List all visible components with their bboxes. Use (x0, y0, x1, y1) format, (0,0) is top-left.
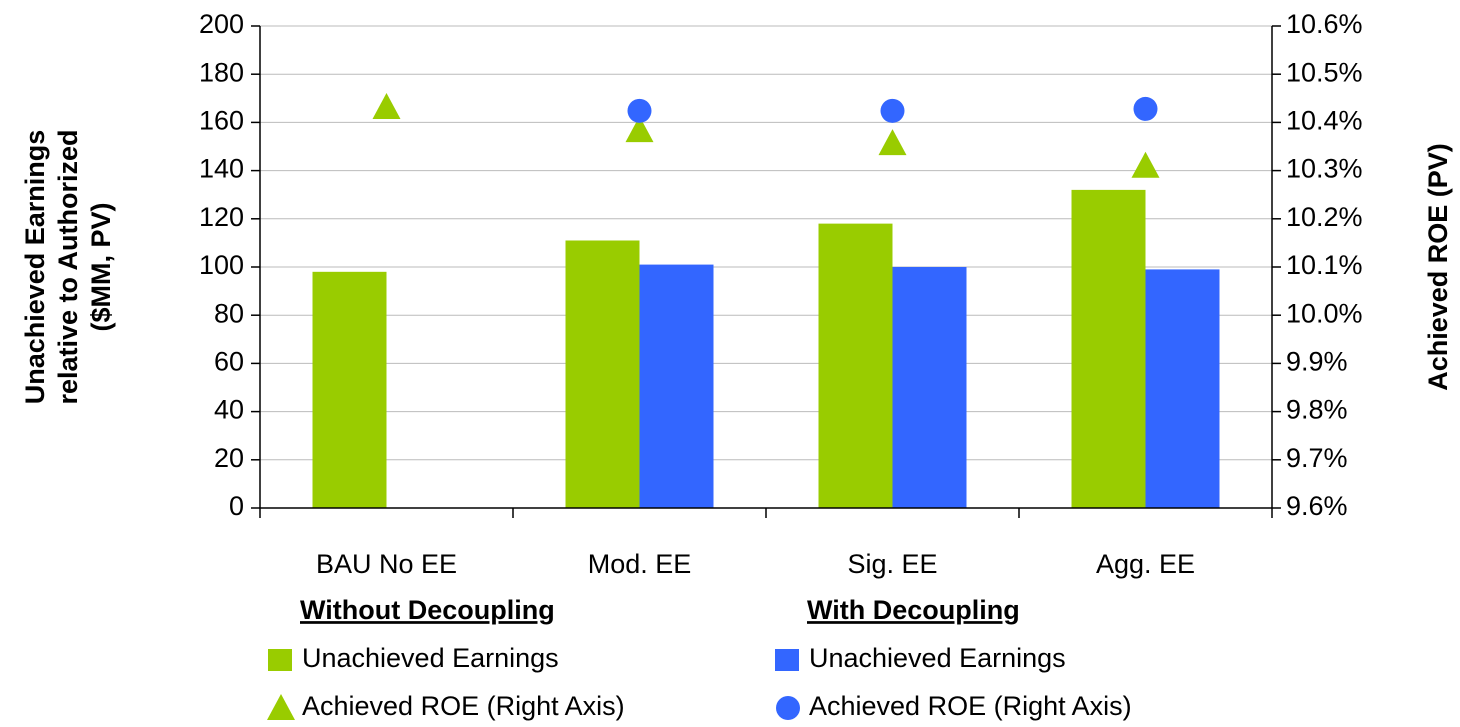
roe-marker (1133, 96, 1158, 121)
y-axis-label-line: Unachieved Earnings (20, 130, 50, 405)
roe-marker (372, 92, 401, 119)
x-tick-label: Mod. EE (588, 549, 692, 579)
y2-tick-label: 10.4% (1286, 106, 1363, 136)
legend-label: Achieved ROE (Right Axis) (302, 691, 625, 721)
y-tick-label: 120 (199, 202, 244, 232)
y-tick-label: 180 (199, 57, 244, 87)
bar (312, 271, 387, 508)
y2-tick-label: 9.6% (1286, 491, 1348, 521)
bar (892, 267, 967, 508)
legend-swatch (268, 649, 292, 671)
roe-marker (1131, 151, 1160, 178)
legend-label: Unachieved Earnings (809, 643, 1066, 673)
y-tick-label: 20 (214, 443, 244, 473)
y2-axis-label: Achieved ROE (PV) (1423, 143, 1453, 391)
legend-group-title: Without Decoupling (300, 595, 555, 625)
y-tick-label: 40 (214, 395, 244, 425)
roe-marker (880, 98, 905, 123)
y-tick-label: 200 (199, 9, 244, 39)
x-tick-label: BAU No EE (316, 549, 457, 579)
y2-tick-label: 9.9% (1286, 347, 1348, 377)
y-axis-label: Unachieved Earnings relative to Authorize… (20, 129, 116, 404)
legend-marker (776, 696, 800, 720)
legend-swatch (775, 649, 799, 671)
roe-marker (627, 98, 652, 123)
y2-tick-label: 10.0% (1286, 298, 1363, 328)
y-axis-label-line: ($MM, PV) (86, 202, 116, 331)
y-tick-label: 140 (199, 154, 244, 184)
y-axis-label-line: relative to Authorized (53, 129, 83, 404)
y2-tick-label: 10.6% (1286, 9, 1363, 39)
legend-marker (267, 694, 295, 720)
roe-marker (878, 129, 907, 156)
y-tick-label: 0 (229, 491, 244, 521)
y-tick-label: 80 (214, 298, 244, 328)
y-tick-label: 160 (199, 106, 244, 136)
bar (639, 264, 714, 508)
legend-label: Achieved ROE (Right Axis) (809, 691, 1132, 721)
x-tick-label: Sig. EE (847, 549, 937, 579)
x-tick-label: Agg. EE (1096, 549, 1195, 579)
y2-tick-label: 9.7% (1286, 443, 1348, 473)
bar (818, 223, 893, 508)
y2-tick-label: 10.5% (1286, 57, 1363, 87)
y2-tick-label: 10.3% (1286, 154, 1363, 184)
y2-tick-label: 10.1% (1286, 250, 1363, 280)
y2-tick-label: 10.2% (1286, 202, 1363, 232)
bar (565, 240, 640, 509)
bar (1071, 189, 1146, 508)
bar (1145, 269, 1220, 508)
y-tick-label: 60 (214, 347, 244, 377)
y-tick-label: 100 (199, 250, 244, 280)
roe-marker (625, 116, 654, 143)
legend-group-title: With Decoupling (807, 595, 1020, 625)
legend-label: Unachieved Earnings (302, 643, 559, 673)
y2-tick-label: 9.8% (1286, 395, 1348, 425)
